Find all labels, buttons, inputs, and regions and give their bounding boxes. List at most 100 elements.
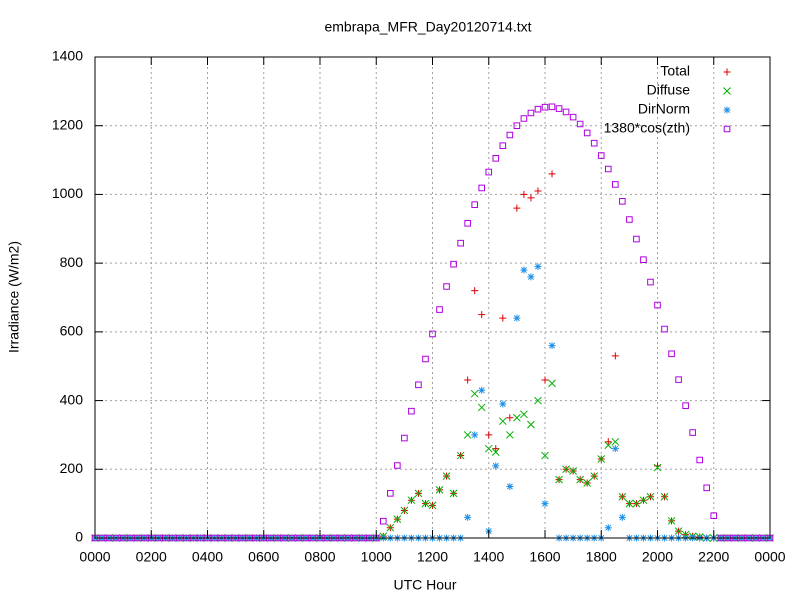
data-point: [456, 451, 465, 460]
data-point: [520, 190, 528, 198]
data-point: [626, 216, 633, 223]
data-point: [548, 379, 556, 388]
y-tick-label: 1400: [52, 48, 83, 64]
data-point: [506, 482, 514, 490]
data-point: [548, 342, 556, 350]
data-point: [232, 534, 239, 542]
data-point: [597, 152, 605, 159]
data-point: [499, 400, 507, 408]
data-point: [379, 517, 387, 525]
data-point: [618, 513, 626, 521]
data-point: [703, 484, 711, 492]
data-point: [505, 431, 514, 439]
data-point: [527, 273, 535, 281]
data-point: [548, 103, 556, 111]
data-point: [358, 534, 366, 542]
data-point: [534, 396, 542, 405]
data-point: [386, 523, 395, 532]
data-point: [183, 534, 190, 542]
data-point: [491, 448, 500, 456]
data-point: [295, 534, 303, 542]
data-point: [590, 472, 599, 481]
data-point: [415, 381, 422, 389]
x-axis-label: UTC Hour: [393, 577, 456, 593]
legend-label: 1380*cos(zth): [604, 120, 690, 136]
data-point: [506, 131, 514, 139]
data-point: [513, 413, 521, 422]
data-point: [520, 266, 528, 274]
data-point: [499, 314, 507, 322]
data-point: [351, 534, 359, 542]
x-tick-label: 2000: [642, 549, 673, 565]
data-point: [464, 513, 472, 521]
data-point: [576, 120, 584, 128]
data-point: [682, 402, 689, 410]
data-point: [477, 403, 486, 412]
data-point: [330, 534, 338, 542]
data-point: [752, 534, 760, 542]
data-point: [463, 431, 472, 439]
y-tick-label: 800: [60, 254, 84, 270]
data-point: [126, 534, 134, 542]
data-point: [541, 500, 549, 508]
data-point: [597, 455, 606, 463]
data-point: [520, 115, 528, 122]
data-point: [323, 534, 331, 542]
data-point: [253, 534, 261, 542]
data-point: [471, 431, 479, 439]
data-point: [225, 534, 232, 542]
x-tick-label: 0800: [304, 549, 335, 565]
data-point: [534, 187, 542, 195]
data-point: [646, 492, 655, 501]
data-point: [162, 534, 169, 542]
data-point: [745, 534, 753, 542]
data-point: [471, 201, 478, 209]
data-point: [147, 534, 155, 542]
data-point: [513, 204, 521, 212]
data-point: [484, 444, 493, 453]
data-point: [569, 467, 577, 475]
data-point: [408, 407, 415, 415]
data-point: [654, 462, 661, 470]
x-tick-label: 0600: [248, 549, 279, 565]
data-point: [583, 479, 592, 487]
data-point: [414, 489, 423, 498]
legend: Total Diffuse DirNorm 1380*cos(zth): [604, 63, 731, 136]
data-point: [611, 445, 619, 453]
data-point: [394, 462, 401, 469]
data-point: [639, 496, 648, 505]
data-point: [133, 534, 141, 542]
data-point: [498, 417, 507, 426]
data-point: [674, 527, 683, 535]
data-point: [281, 534, 289, 542]
data-point: [288, 534, 296, 542]
data-point: [407, 496, 416, 505]
data-point: [534, 263, 542, 271]
data-point: [344, 534, 352, 542]
y-axis-label: Irradiance (W/m2): [6, 241, 22, 353]
x-tick-label: 0200: [136, 549, 167, 565]
data-point: [239, 534, 246, 542]
data-point: [612, 181, 619, 188]
x-tick-label: 1200: [417, 549, 448, 565]
legend-marker: [723, 68, 731, 76]
data-point: [246, 534, 253, 542]
data-point: [604, 438, 612, 446]
data-point: [435, 486, 444, 494]
legend-marker: [723, 87, 731, 95]
y-tick-label: 0: [75, 529, 83, 545]
data-point: [154, 534, 162, 542]
data-point: [640, 256, 647, 264]
x-tick-label: 0000: [754, 549, 785, 565]
y-tick-label: 600: [60, 323, 84, 339]
data-point: [654, 301, 661, 309]
data-point: [387, 490, 394, 497]
data-point: [112, 534, 120, 542]
data-point: [527, 420, 535, 429]
data-point: [485, 431, 493, 439]
data-point: [724, 534, 732, 542]
data-point: [197, 534, 204, 542]
data-point: [204, 534, 211, 542]
